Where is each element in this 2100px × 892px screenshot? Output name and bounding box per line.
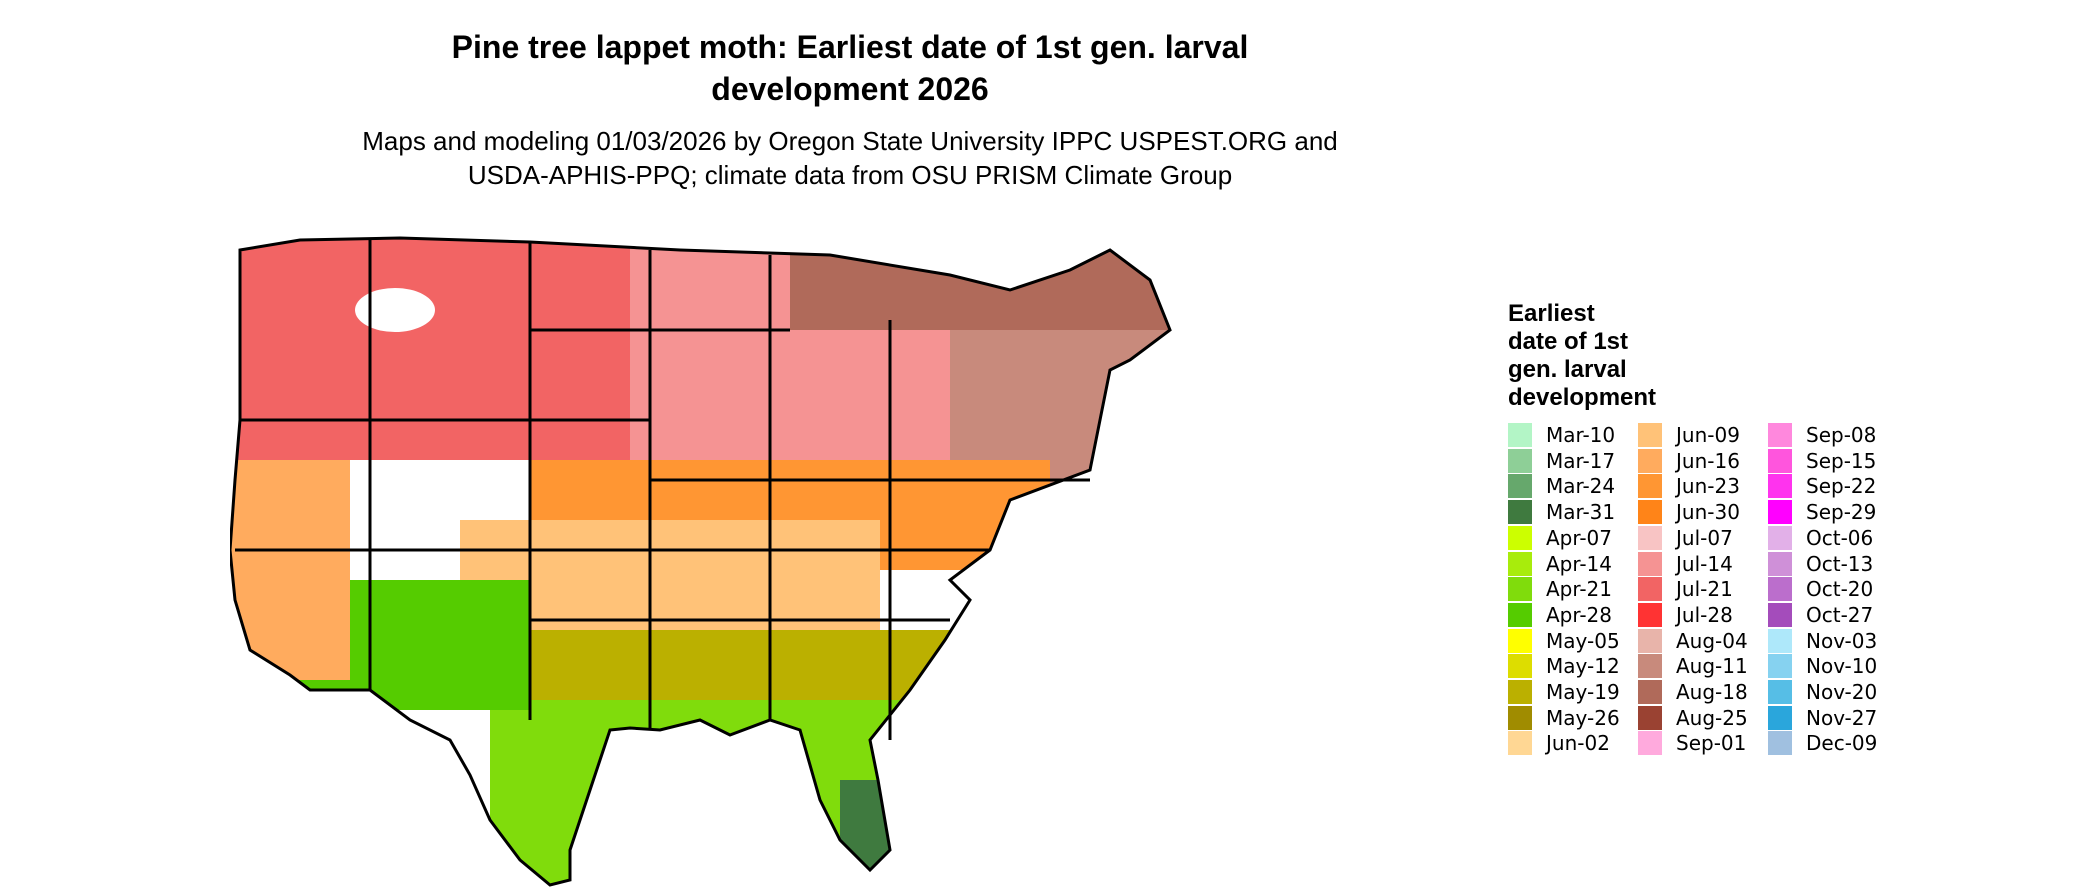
- legend-label: Mar-24: [1546, 474, 1616, 499]
- legend-swatch: [1768, 577, 1792, 602]
- legend-swatch: [1768, 731, 1792, 756]
- legend-label: Dec-09: [1806, 731, 1878, 756]
- legend-swatch: [1508, 423, 1532, 447]
- map-region-gulf-coast: [490, 700, 970, 885]
- legend-label: Jun-30: [1676, 500, 1740, 525]
- legend-swatch: [1638, 628, 1662, 653]
- legend-swatch: [1768, 654, 1792, 679]
- legend-label: Sep-15: [1806, 448, 1877, 473]
- legend-label: Aug-18: [1676, 680, 1748, 704]
- legend-label: Apr-21: [1546, 577, 1612, 602]
- legend-label: Sep-01: [1676, 731, 1747, 756]
- legend-swatch: [1768, 474, 1792, 499]
- legend-label: Sep-22: [1806, 474, 1877, 499]
- legend-swatch: [1768, 602, 1792, 627]
- legend-swatch: [1508, 525, 1532, 550]
- legend-swatch: [1638, 680, 1662, 704]
- legend-swatch: [1508, 474, 1532, 499]
- legend-swatch: [1768, 628, 1792, 653]
- legend-label: Jul-28: [1676, 602, 1733, 627]
- map-title: Pine tree lappet moth: Earliest date of …: [240, 26, 1460, 110]
- legend-label: Aug-25: [1676, 705, 1748, 730]
- legend-swatch: [1768, 525, 1792, 550]
- legend-label: May-12: [1546, 654, 1620, 679]
- legend-label: Oct-13: [1806, 551, 1874, 576]
- legend-label: Jun-16: [1676, 448, 1740, 473]
- legend-swatch: [1508, 654, 1532, 679]
- legend-swatch: [1768, 423, 1792, 447]
- legend-swatch: [1638, 577, 1662, 602]
- legend-label: May-05: [1546, 628, 1620, 653]
- legend-label: May-26: [1546, 705, 1620, 730]
- legend-label: May-19: [1546, 680, 1620, 704]
- map-title-line-2: development 2026: [711, 71, 989, 107]
- legend-label: Nov-10: [1806, 654, 1878, 679]
- legend-swatch: [1508, 628, 1532, 653]
- legend-label: Aug-11: [1676, 654, 1748, 679]
- legend-title: Earliest date of 1st gen. larval develop…: [1508, 300, 1656, 412]
- legend-title-line-2: date of 1st: [1508, 328, 1629, 355]
- us-map-svg: [230, 236, 1172, 887]
- legend-swatch: [1508, 500, 1532, 525]
- legend-label: Jul-07: [1676, 525, 1733, 550]
- legend-swatch: [1508, 680, 1532, 704]
- legend-label: Mar-31: [1546, 500, 1616, 525]
- legend-swatch: [1638, 731, 1662, 756]
- legend-swatch: [1638, 602, 1662, 627]
- legend-label: Mar-17: [1546, 448, 1616, 473]
- legend-title-line-4: development: [1508, 384, 1657, 411]
- legend-swatch: [1638, 551, 1662, 576]
- legend-swatch: [1638, 474, 1662, 499]
- legend-label: Sep-08: [1806, 423, 1877, 447]
- legend-label: Apr-07: [1546, 525, 1612, 550]
- legend-label: Oct-06: [1806, 525, 1874, 550]
- legend-title-line-3: gen. larval: [1508, 356, 1627, 383]
- legend-swatch: [1638, 705, 1662, 730]
- legend-label: Aug-04: [1676, 628, 1748, 653]
- us-outline: [230, 236, 1172, 887]
- legend-swatch: [1638, 500, 1662, 525]
- legend-label: Apr-28: [1546, 602, 1612, 627]
- legend-label: Jun-02: [1546, 731, 1610, 756]
- legend-swatch: [1768, 448, 1792, 473]
- legend-swatch: [1638, 423, 1662, 447]
- legend-swatch: [1768, 551, 1792, 576]
- legend-label: Nov-20: [1806, 680, 1878, 704]
- legend-label: Mar-10: [1546, 423, 1616, 447]
- legend-label: Jul-14: [1676, 551, 1733, 576]
- us-map: [230, 220, 1480, 892]
- legend-label: Sep-29: [1806, 500, 1877, 525]
- legend-swatch: [1508, 577, 1532, 602]
- legend: Earliest date of 1st gen. larval develop…: [1508, 300, 2068, 820]
- state-borders: [230, 236, 1172, 887]
- legend-label: Oct-27: [1806, 602, 1874, 627]
- legend-label: Jun-09: [1676, 423, 1740, 447]
- legend-title-line-1: Earliest: [1508, 300, 1595, 327]
- legend-swatch: [1638, 525, 1662, 550]
- legend-label: Nov-27: [1806, 705, 1878, 730]
- map-subtitle-line-1: Maps and modeling 01/03/2026 by Oregon S…: [362, 126, 1338, 156]
- legend-label: Jul-21: [1676, 577, 1733, 602]
- map-region-far-north: [790, 238, 1170, 330]
- legend-swatch: [1508, 705, 1532, 730]
- legend-swatch: [1638, 448, 1662, 473]
- legend-label: Oct-20: [1806, 577, 1874, 602]
- legend-swatch: [1508, 551, 1532, 576]
- map-region-california-valley: [230, 460, 350, 680]
- legend-swatch: [1508, 448, 1532, 473]
- legend-swatch: [1768, 680, 1792, 704]
- legend-swatch: [1768, 500, 1792, 525]
- legend-swatch: [1638, 654, 1662, 679]
- map-region-pacific-northwest: [230, 238, 630, 460]
- map-region-mountain-snow: [355, 288, 435, 332]
- legend-label: Jun-23: [1676, 474, 1740, 499]
- legend-swatch: [1768, 705, 1792, 730]
- legend-swatch: [1508, 731, 1532, 756]
- map-subtitle: Maps and modeling 01/03/2026 by Oregon S…: [240, 124, 1460, 192]
- legend-label: Nov-03: [1806, 628, 1878, 653]
- legend-label: Apr-14: [1546, 551, 1612, 576]
- map-subtitle-line-2: USDA-APHIS-PPQ; climate data from OSU PR…: [467, 160, 1233, 190]
- map-title-line-1: Pine tree lappet moth: Earliest date of …: [451, 29, 1249, 65]
- legend-swatch: [1508, 602, 1532, 627]
